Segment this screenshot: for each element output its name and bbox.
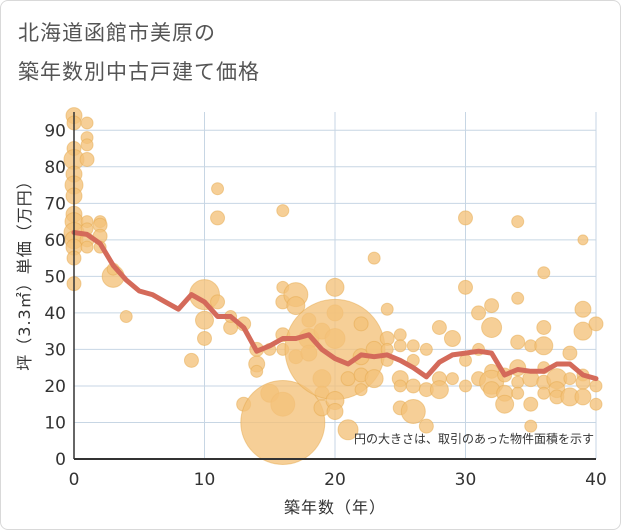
bubble-point xyxy=(534,336,554,356)
bubble-point xyxy=(325,277,345,297)
bubble-point xyxy=(195,310,214,330)
chart-title-line1: 北海道函館市美原の xyxy=(18,21,216,45)
y-tick-label: 20 xyxy=(44,377,66,397)
bubble-point xyxy=(183,352,199,368)
bubble-point xyxy=(537,266,551,280)
bubble-point xyxy=(523,396,539,412)
bubble-point xyxy=(458,210,473,226)
bubble-point xyxy=(80,138,94,152)
bubble-point xyxy=(326,403,344,421)
y-tick-label: 30 xyxy=(44,340,66,360)
bubble-point xyxy=(119,310,133,324)
bubble-point xyxy=(393,339,407,353)
bubble-point xyxy=(419,342,433,356)
bubble-point xyxy=(510,334,526,350)
bubble-point xyxy=(511,375,525,389)
bubble-point xyxy=(418,418,434,434)
bubble-point xyxy=(240,379,326,465)
bubble-point xyxy=(511,291,525,305)
bubble-point xyxy=(574,300,592,318)
bubble-point xyxy=(393,379,407,393)
bubble-point xyxy=(511,386,525,400)
bubble-point xyxy=(589,379,603,393)
axes xyxy=(73,112,596,460)
bubbles xyxy=(63,107,604,465)
bubble-point xyxy=(481,317,503,339)
bubble-point xyxy=(577,234,589,246)
y-tick-labels: 0 10 20 30 40 50 60 70 80 90 xyxy=(44,121,66,470)
bubble-point xyxy=(354,383,368,397)
bubble-point xyxy=(471,305,487,321)
bubble-point xyxy=(573,321,593,341)
y-tick-label: 40 xyxy=(44,304,66,324)
y-tick-label: 10 xyxy=(44,413,66,433)
bubble-point xyxy=(400,399,426,425)
bubble-point xyxy=(210,294,226,310)
bubble-point xyxy=(80,116,94,130)
bubble-point xyxy=(562,345,578,361)
bubble-point xyxy=(563,372,577,386)
y-tick-label: 70 xyxy=(44,194,66,214)
bubble-point xyxy=(589,397,603,411)
y-tick-label: 50 xyxy=(44,267,66,287)
x-tick-label: 30 xyxy=(455,470,477,490)
bubble-point xyxy=(537,386,551,400)
bubble-point xyxy=(286,296,306,316)
x-tick-labels: 0 10 20 30 40 xyxy=(69,470,607,490)
bubble-point xyxy=(524,419,538,433)
bubble-point xyxy=(340,371,356,387)
x-tick-label: 0 xyxy=(69,470,80,490)
bubble-point xyxy=(210,210,226,226)
y-tick-label: 60 xyxy=(44,231,66,251)
bubble-point xyxy=(79,151,95,167)
x-tick-label: 20 xyxy=(324,470,346,490)
bubble-point xyxy=(211,182,225,196)
bubble-point xyxy=(405,378,421,394)
bubble-point xyxy=(364,369,384,389)
bubble-point xyxy=(574,388,592,406)
y-tick-label: 80 xyxy=(44,158,66,178)
bubble-point xyxy=(353,316,369,332)
bubble-point xyxy=(443,329,461,347)
bubble-point xyxy=(458,279,473,295)
bubble-point xyxy=(588,316,604,332)
bubble-point xyxy=(445,372,459,386)
average-trend-line xyxy=(71,230,599,382)
bubble-point xyxy=(197,330,212,346)
bubble-point xyxy=(380,302,394,316)
y-axis-label: 坪（3.3㎡）単価（万円） xyxy=(15,172,34,370)
bubble-point xyxy=(406,339,420,353)
bubble-size-note: 円の大きさは、取引のあった物件面積を示す xyxy=(354,431,594,446)
x-axis-label: 築年数（年） xyxy=(284,498,386,517)
bubble-point xyxy=(484,298,500,314)
bubble-point xyxy=(511,215,525,229)
bubble-point xyxy=(276,204,290,218)
bubble-point xyxy=(431,320,447,336)
bubble-point xyxy=(393,328,407,342)
x-tick-label: 40 xyxy=(585,470,607,490)
bubble-point xyxy=(80,240,94,254)
bubble-point xyxy=(367,251,381,265)
bubble-point xyxy=(459,379,472,393)
bubble-point xyxy=(495,394,515,414)
y-tick-label: 90 xyxy=(44,121,66,141)
bubble-point xyxy=(250,364,264,378)
x-tick-label: 10 xyxy=(194,470,216,490)
bubble-point xyxy=(429,380,449,400)
bubble-point xyxy=(536,320,552,336)
bubble-point xyxy=(337,419,359,441)
y-tick-label: 0 xyxy=(55,450,66,470)
chart-title-line2: 築年数別中古戸建て価格 xyxy=(18,60,260,84)
